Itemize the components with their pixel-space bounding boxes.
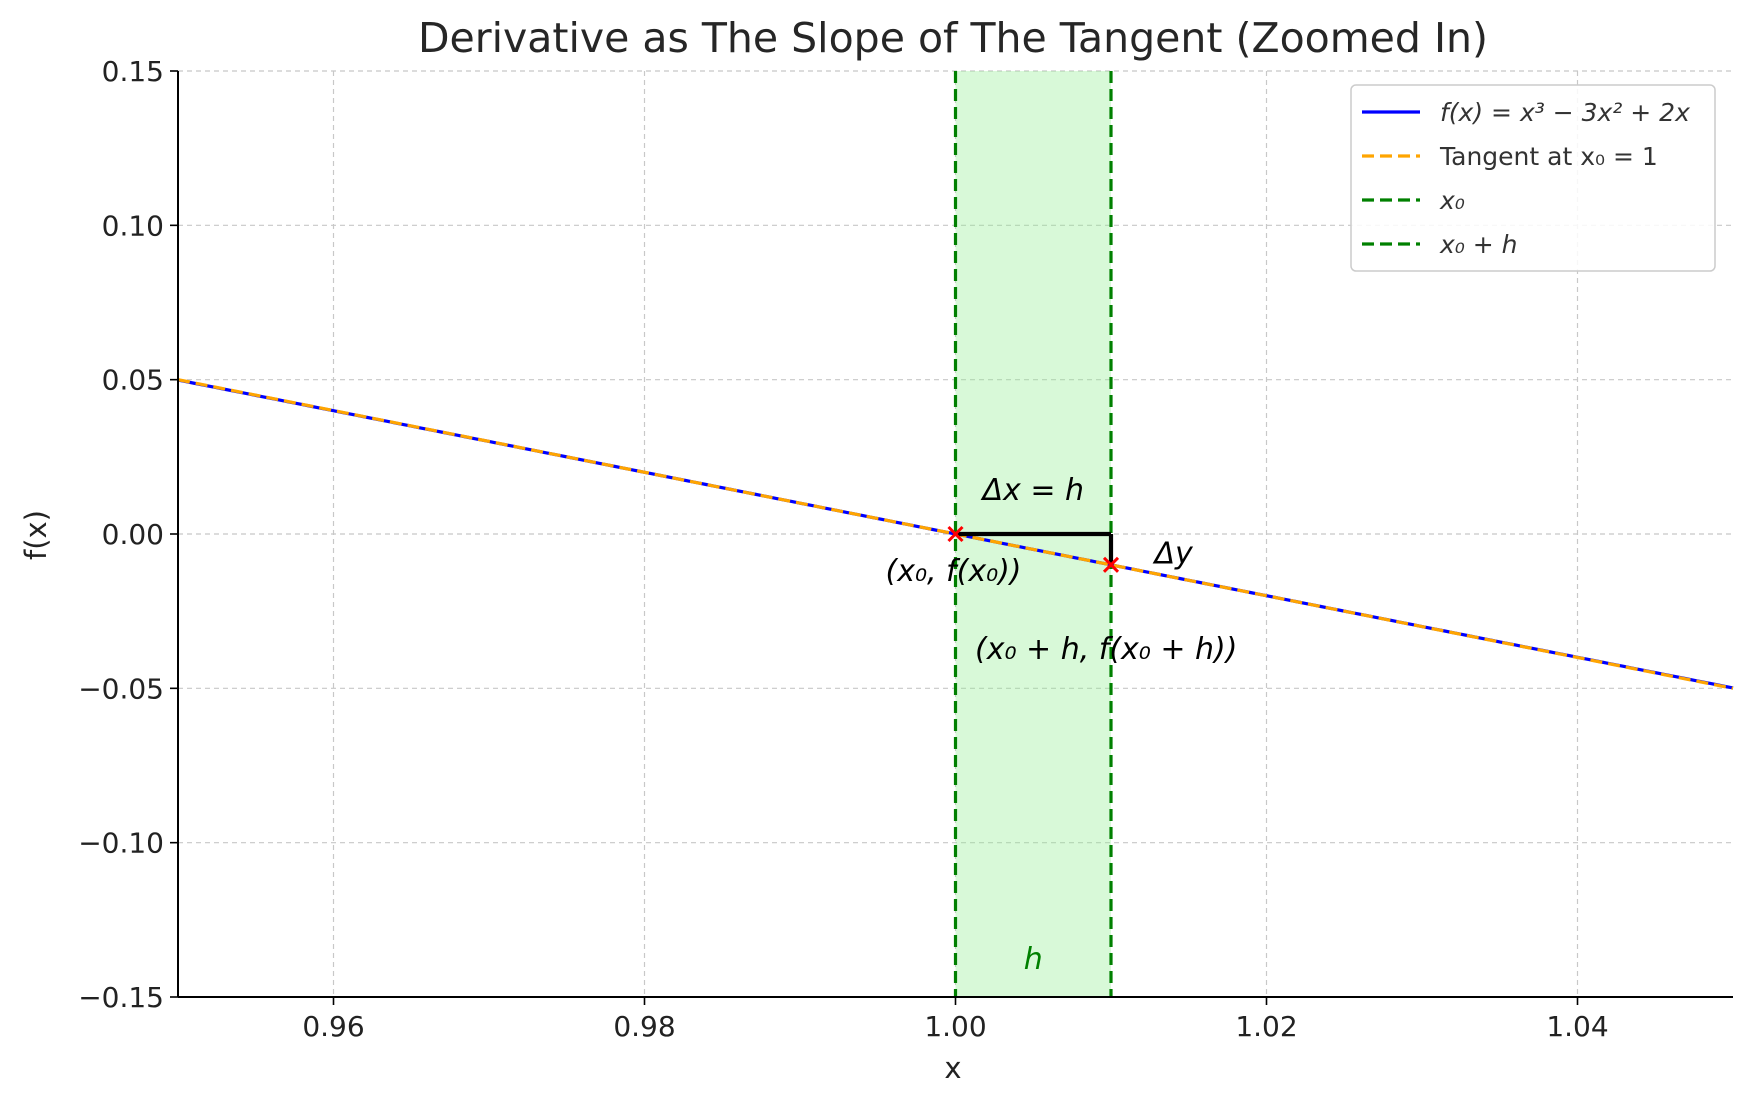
legend-label-tangent: Tangent at x₀ = 1 bbox=[1439, 142, 1658, 171]
x-tick-label: 1.02 bbox=[1235, 1010, 1297, 1043]
tick-labels: 0.96 0.98 1.00 1.02 1.04 0.15 0.10 0.05 0.00 −0.0… bbox=[78, 55, 1608, 1043]
point-label-x0: (x₀, f(x₀)) bbox=[886, 554, 1022, 589]
legend-label-fx: f(x) = x³ − 3x² + 2x bbox=[1440, 98, 1690, 127]
marker-x0 bbox=[947, 525, 964, 543]
y-axis-label: f(x) bbox=[19, 510, 53, 560]
marker-x-stroke bbox=[947, 525, 964, 543]
h-annotation: h bbox=[1024, 942, 1043, 977]
marker-x0-plus-h bbox=[1102, 556, 1120, 573]
legend-label-x0: x₀ bbox=[1439, 186, 1465, 215]
legend-label-x0h: x₀ + h bbox=[1439, 230, 1518, 259]
x-tick-label: 1.00 bbox=[924, 1010, 986, 1043]
y-tick-label: −0.05 bbox=[78, 672, 164, 705]
y-tick-label: 0.00 bbox=[102, 518, 164, 551]
marker-x-stroke bbox=[1102, 556, 1120, 573]
chart-title: Derivative as The Slope of The Tangent (… bbox=[418, 14, 1488, 62]
y-tick-label: −0.15 bbox=[78, 981, 164, 1014]
legend: f(x) = x³ − 3x² + 2x Tangent at x₀ = 1 x… bbox=[1350, 84, 1716, 272]
y-tick-label: −0.10 bbox=[78, 827, 164, 860]
x-axis-label: x bbox=[944, 1051, 961, 1085]
y-tick-label: 0.05 bbox=[102, 364, 164, 397]
y-tick-label: 0.10 bbox=[102, 209, 164, 242]
x-tick-label: 0.98 bbox=[613, 1010, 675, 1043]
x-tick-label: 1.04 bbox=[1546, 1010, 1608, 1043]
point-label-x0-plus-h: (x₀ + h, f(x₀ + h)) bbox=[975, 632, 1237, 667]
axes bbox=[170, 70, 1733, 1005]
annotations: Δx = h Δy h (x₀, f(x₀)) (x₀ + h, f(x₀ + h)) bbox=[886, 473, 1238, 977]
delta-x-annotation: Δx = h bbox=[981, 473, 1085, 508]
x-tick-label: 0.96 bbox=[302, 1010, 364, 1043]
y-tick-label: 0.15 bbox=[102, 55, 164, 88]
legend-frame bbox=[1350, 84, 1716, 272]
delta-y-annotation: Δy bbox=[1153, 536, 1195, 571]
point-markers bbox=[947, 525, 1120, 573]
